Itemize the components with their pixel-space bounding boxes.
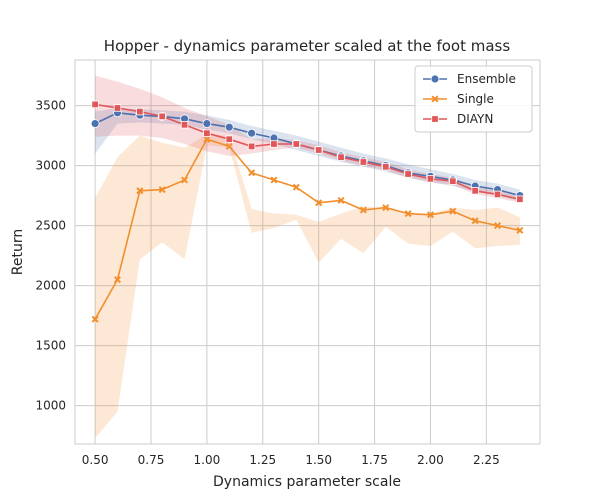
- diayn-point: [180, 121, 189, 129]
- legend-label-single: Single: [457, 92, 494, 106]
- single-line: [94, 138, 521, 320]
- y-tick-label: 3000: [35, 159, 66, 173]
- ensemble-point: [224, 122, 234, 132]
- legend-label-ensemble: Ensemble: [457, 72, 516, 86]
- single-band: [95, 134, 520, 438]
- single-point: [248, 169, 256, 177]
- diayn-point: [225, 135, 233, 143]
- diayn-point: [158, 112, 166, 121]
- diayn-point: [426, 175, 435, 183]
- diayn-point: [113, 104, 122, 112]
- series-markers: [90, 100, 525, 323]
- diayn-point: [247, 142, 256, 151]
- single-point: [471, 217, 479, 225]
- single-point: [225, 142, 233, 150]
- single-point: [337, 196, 345, 204]
- y-tick-label: 2500: [35, 219, 66, 233]
- single-point: [158, 186, 166, 194]
- ensemble-band: [95, 108, 520, 202]
- legend: Ensemble Single DIAYN: [414, 65, 533, 133]
- x-tick-label: 0.50: [82, 453, 109, 467]
- diayn-point: [91, 100, 99, 109]
- confidence-bands: [95, 75, 520, 438]
- single-point: [91, 315, 99, 323]
- diayn-point: [449, 177, 457, 185]
- x-tick-label: 1.00: [194, 453, 221, 467]
- single-point: [315, 199, 323, 207]
- single-point: [516, 226, 524, 234]
- diayn-point: [270, 140, 278, 148]
- legend-marker-diayn: [431, 115, 439, 123]
- single-point: [181, 176, 189, 184]
- y-axis-ticks: 1000 1500 2000 2500 3000 3500: [35, 99, 66, 413]
- legend-marker-ensemble: [430, 74, 440, 84]
- y-tick-label: 3500: [35, 99, 66, 113]
- diayn-point: [203, 129, 211, 137]
- single-point: [426, 211, 434, 219]
- single-point: [203, 135, 211, 143]
- single-point: [113, 276, 121, 284]
- grid: [75, 60, 540, 444]
- legend-box: [414, 65, 533, 133]
- ensemble-point: [247, 128, 257, 138]
- single-point: [404, 210, 412, 218]
- single-point: [292, 183, 300, 191]
- x-tick-label: 0.75: [138, 453, 165, 467]
- single-point: [359, 206, 367, 214]
- y-tick-label: 2000: [35, 279, 66, 293]
- single-point: [136, 187, 144, 195]
- single-point: [494, 222, 502, 230]
- single-point: [382, 204, 390, 212]
- y-tick-label: 1500: [35, 339, 66, 353]
- diayn-point: [516, 195, 524, 203]
- x-axis-label: Dynamics parameter scale: [213, 474, 401, 490]
- x-tick-label: 2.25: [473, 453, 500, 467]
- x-tick-label: 1.25: [249, 453, 276, 467]
- chart-title: Hopper - dynamics parameter scaled at th…: [104, 37, 511, 55]
- diayn-point: [337, 153, 345, 161]
- ensemble-point: [90, 119, 100, 128]
- diayn-point: [471, 187, 479, 195]
- y-axis-label: Return: [10, 229, 26, 275]
- diayn-point: [136, 107, 144, 116]
- diayn-point: [404, 170, 412, 178]
- legend-marker-single: [431, 95, 439, 103]
- single-point: [270, 176, 278, 184]
- diayn-point: [493, 190, 502, 199]
- single-point: [449, 207, 457, 215]
- diayn-band: [95, 75, 520, 203]
- x-tick-label: 1.75: [361, 453, 388, 467]
- x-tick-label: 2.00: [417, 453, 444, 467]
- ensemble-point: [202, 119, 212, 128]
- diayn-point: [382, 163, 390, 171]
- diayn-point: [314, 146, 323, 154]
- x-axis-ticks: 0.50 0.75 1.00 1.25 1.50 1.75 2.00 2.25: [82, 453, 500, 467]
- diayn-point: [359, 158, 368, 166]
- legend-label-diayn: DIAYN: [457, 112, 493, 126]
- y-tick-label: 1000: [35, 399, 66, 413]
- x-tick-label: 1.50: [305, 453, 332, 467]
- diayn-point: [292, 140, 301, 148]
